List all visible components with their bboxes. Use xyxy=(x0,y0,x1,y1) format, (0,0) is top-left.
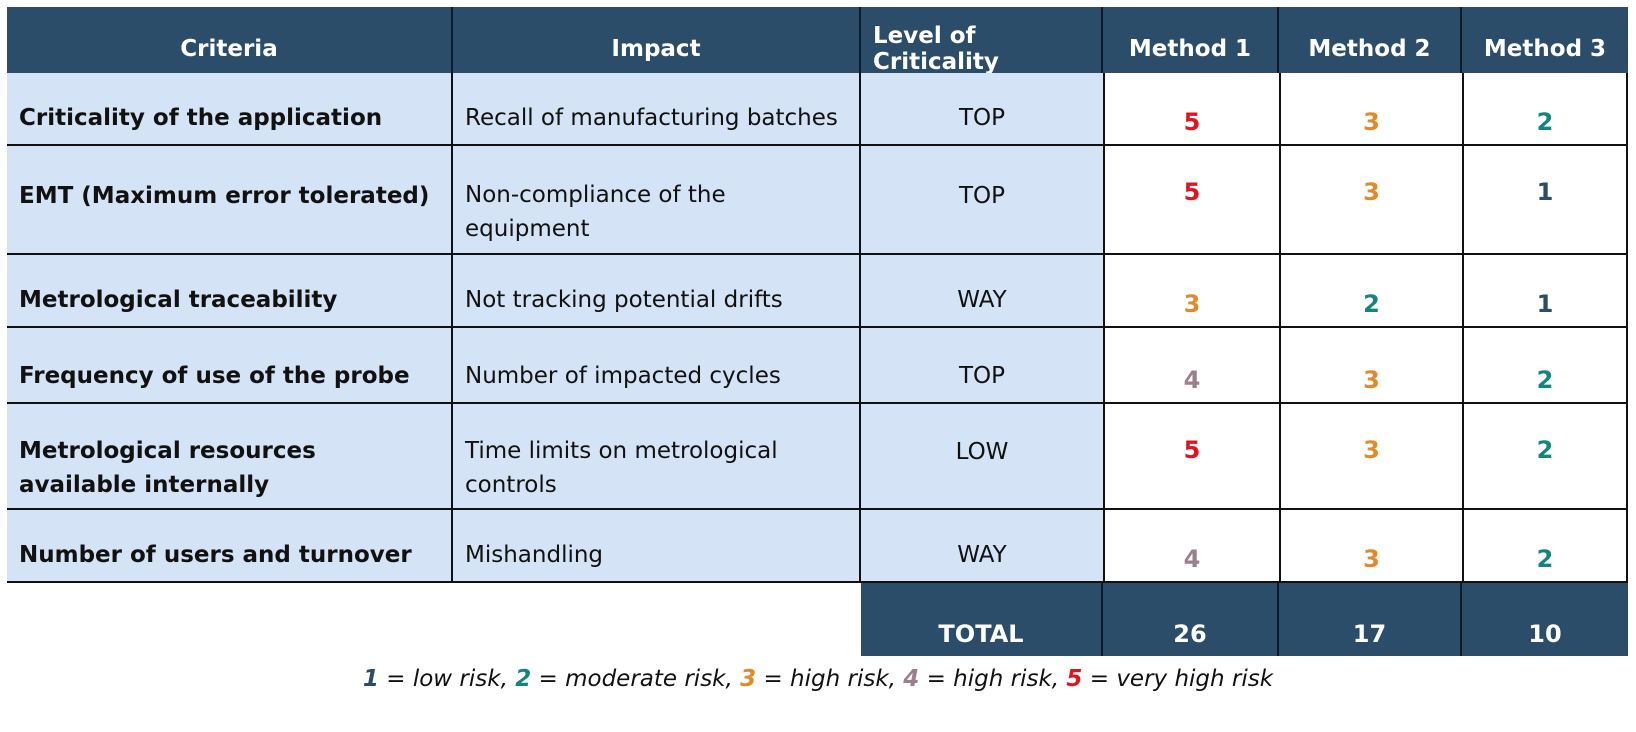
score-method-2: 3 xyxy=(1279,510,1462,583)
level-cell: LOW xyxy=(861,404,1103,510)
score-method-1: 4 xyxy=(1103,510,1279,583)
legend-num: 5 xyxy=(1066,666,1083,692)
score-method-3: 2 xyxy=(1462,404,1628,510)
legend-num: 4 xyxy=(903,666,920,692)
score-method-2: 3 xyxy=(1279,73,1462,146)
legend-text: = low risk, xyxy=(378,666,516,692)
criteria-cell: EMT (Maximum error tolerated) xyxy=(7,146,453,255)
score-method-1: 4 xyxy=(1103,328,1279,404)
score-method-3: 2 xyxy=(1462,73,1628,146)
total-label: TOTAL xyxy=(861,583,1103,656)
total-spacer xyxy=(7,583,453,656)
legend-num: 2 xyxy=(515,666,532,692)
criteria-cell: Metrological traceability xyxy=(7,255,453,328)
header-method-2: Method 2 xyxy=(1279,7,1462,73)
level-cell: WAY xyxy=(861,510,1103,583)
score-method-1: 5 xyxy=(1103,146,1279,255)
total-spacer xyxy=(453,583,861,656)
score-method-2: 3 xyxy=(1279,328,1462,404)
header-level: Level of Criticality xyxy=(861,7,1103,73)
impact-cell: Mishandling xyxy=(453,510,861,583)
legend-text: = high risk, xyxy=(919,666,1067,692)
legend-text: = moderate risk, xyxy=(531,666,741,692)
header-criteria: Criteria xyxy=(7,7,453,73)
score-method-2: 3 xyxy=(1279,146,1462,255)
legend-text: = very high risk xyxy=(1082,666,1274,692)
risk-legend: 1 = low risk, 2 = moderate risk, 3 = hig… xyxy=(0,666,1636,692)
score-method-1: 5 xyxy=(1103,73,1279,146)
criteria-cell: Criticality of the application xyxy=(7,73,453,146)
legend-num: 1 xyxy=(362,666,379,692)
score-method-3: 2 xyxy=(1462,328,1628,404)
impact-cell: Number of impacted cycles xyxy=(453,328,861,404)
impact-cell: Recall of manufacturing batches xyxy=(453,73,861,146)
total-method-1: 26 xyxy=(1103,583,1279,656)
risk-table: Criteria Impact Level of Criticality Met… xyxy=(7,7,1628,656)
header-method-3: Method 3 xyxy=(1462,7,1628,73)
score-method-3: 1 xyxy=(1462,255,1628,328)
level-cell: TOP xyxy=(861,146,1103,255)
score-method-3: 1 xyxy=(1462,146,1628,255)
impact-cell: Not tracking potential drifts xyxy=(453,255,861,328)
impact-cell: Non-compliance of the equipment xyxy=(453,146,861,255)
level-cell: WAY xyxy=(861,255,1103,328)
header-impact: Impact xyxy=(453,7,861,73)
score-method-1: 3 xyxy=(1103,255,1279,328)
criteria-cell: Metrological resources available interna… xyxy=(7,404,453,510)
score-method-3: 2 xyxy=(1462,510,1628,583)
criteria-cell: Number of users and turnover xyxy=(7,510,453,583)
legend-num: 3 xyxy=(740,666,757,692)
level-cell: TOP xyxy=(861,73,1103,146)
score-method-2: 3 xyxy=(1279,404,1462,510)
score-method-1: 5 xyxy=(1103,404,1279,510)
criteria-cell: Frequency of use of the probe xyxy=(7,328,453,404)
total-method-3: 10 xyxy=(1462,583,1628,656)
impact-cell: Time limits on metrological controls xyxy=(453,404,861,510)
total-method-2: 17 xyxy=(1279,583,1462,656)
header-method-1: Method 1 xyxy=(1103,7,1279,73)
level-cell: TOP xyxy=(861,328,1103,404)
legend-text: = high risk, xyxy=(756,666,904,692)
score-method-2: 2 xyxy=(1279,255,1462,328)
